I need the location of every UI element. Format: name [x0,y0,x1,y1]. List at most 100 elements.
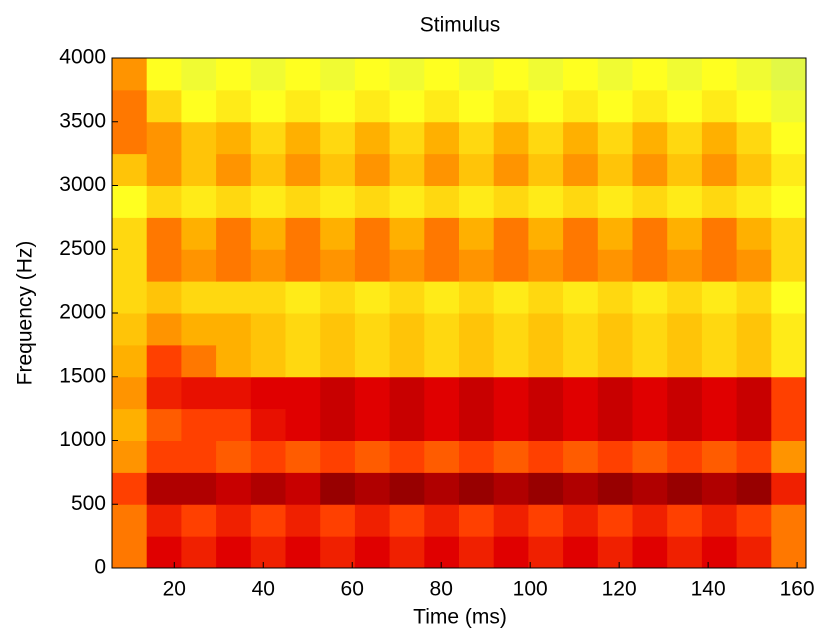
heatmap-cell [528,504,564,537]
heatmap-cell [597,408,633,441]
heatmap-cell [632,376,668,410]
heatmap-cell [112,89,148,123]
heatmap-cell [424,153,460,186]
heatmap-cell [528,536,564,569]
heatmap-cell [528,281,564,314]
heatmap-cell [771,344,807,378]
heatmap-cell [424,504,460,537]
heatmap-cell [424,344,460,378]
heatmap-cell [597,536,633,569]
heatmap-cell [354,440,391,473]
heatmap-cell [563,217,599,250]
x-tick-label: 60 [341,578,364,601]
heatmap-cell [320,344,356,378]
heatmap-cell [320,313,356,346]
heatmap-cell [181,58,217,91]
heatmap-cell [667,89,703,123]
heatmap-cell [146,153,182,186]
heatmap-cell [181,121,217,155]
heatmap-cell [528,217,564,250]
heatmap-cell [146,440,182,473]
heatmap-cell [250,504,286,537]
heatmap-cell [320,249,356,282]
heatmap-cell [285,408,321,441]
heatmap-cell [389,89,425,123]
heatmap-cell [354,185,391,218]
heatmap-cell [459,249,495,282]
y-tick-label: 3500 [59,109,106,132]
heatmap-cell [389,249,425,282]
heatmap-cell [771,281,807,314]
heatmap-cell [632,440,668,473]
heatmap-cell [667,217,703,250]
heatmap-cell [320,408,356,441]
x-tick-label: 20 [163,578,186,601]
heatmap-cell [320,185,356,218]
heatmap-cell [285,536,321,569]
heatmap-cell [563,89,599,123]
heatmap-cell [667,504,703,537]
heatmap-cell [528,185,564,218]
heatmap-cell [736,408,772,441]
heatmap-cell [736,185,772,218]
heatmap-cell [250,249,286,282]
heatmap-cell [701,504,738,537]
heatmap-cell [320,58,356,91]
heatmap-cell [563,313,599,346]
heatmap-cell [632,504,668,537]
heatmap-cell [424,217,460,250]
heatmap-cell [597,344,633,378]
heatmap-cell [459,89,495,123]
heatmap-cell [597,376,633,410]
heatmap-cell [181,472,217,505]
heatmap-cell [285,89,321,123]
heatmap-cell [250,281,286,314]
heatmap-cell [354,313,391,346]
chart-title: Stimulus [420,14,501,37]
heatmap-cell [459,281,495,314]
heatmap-cell [285,217,321,250]
heatmap-cell [320,121,356,155]
heatmap-cell [112,408,148,441]
heatmap-cell [112,376,148,410]
heatmap-cell [389,376,425,410]
heatmap-cell [493,504,529,537]
y-tick-label: 1000 [59,428,106,451]
heatmap-cell [320,504,356,537]
heatmap-cell [389,313,425,346]
heatmap-cell [250,408,286,441]
heatmap-cell [146,121,182,155]
heatmap-cell [389,344,425,378]
heatmap-cell [112,217,148,250]
heatmap-cell [667,536,703,569]
heatmap-cell [285,185,321,218]
heatmap-cell [389,58,425,91]
heatmap-cell [528,121,564,155]
heatmap-cell [632,313,668,346]
heatmap-cell [459,408,495,441]
heatmap-cell [597,249,633,282]
heatmap-cell [597,89,633,123]
y-tick-label: 500 [71,492,106,515]
heatmap-cell [112,536,148,569]
heatmap-cell [250,536,286,569]
heatmap-cell [146,313,182,346]
heatmap-cell [424,249,460,282]
heatmap-cell [320,281,356,314]
heatmap-cell [493,440,529,473]
heatmap-cell [493,153,529,186]
heatmap-cell [771,472,807,505]
heatmap-cell [667,121,703,155]
y-tick-label: 3000 [59,173,106,196]
heatmap-cell [250,58,286,91]
heatmap-cell [667,440,703,473]
heatmap-cell [250,121,286,155]
heatmap-cell [771,185,807,218]
heatmap-cell [112,504,148,537]
heatmap-cell [632,153,668,186]
heatmap-cell [146,281,182,314]
heatmap-cell [459,440,495,473]
heatmap-cell [354,249,391,282]
heatmap-cell [459,153,495,186]
